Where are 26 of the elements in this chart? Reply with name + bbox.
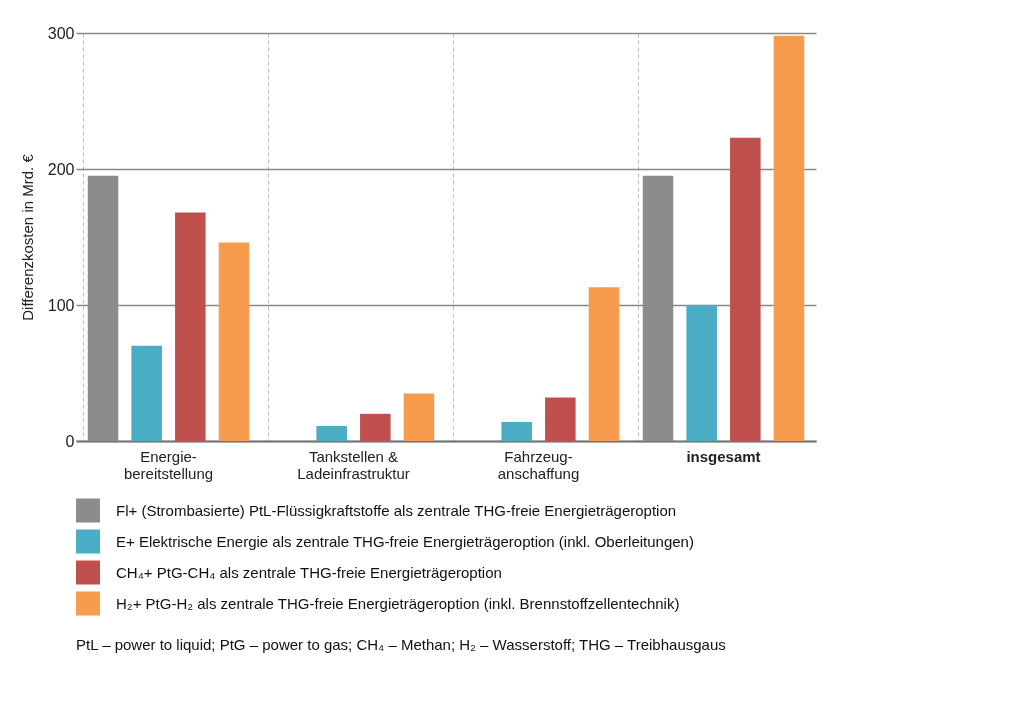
text: PtL – power to liquid; PtG – power to gas; CH₄ – Methan; H₂ – Wasserstoff; THG – Treibhausgaus: [76, 636, 726, 653]
y-tick-label: 300: [47, 24, 75, 42]
x-tick-label: insgesamt: [686, 447, 761, 465]
bar: [175, 212, 206, 441]
legend-label: E+ Elektrische Energie als zentrale THG-freie Energieträgeroption (inkl. Oberleitungen): [116, 532, 694, 550]
bar: [131, 345, 162, 441]
bar: [360, 413, 391, 441]
y-tick-label: 100: [47, 296, 75, 314]
bar: [588, 287, 620, 441]
legend-label: CH₄+ PtG-CH₄ als zentrale THG-freie Energieträgeroption: [116, 563, 502, 581]
legend-label: H₂+ PtG-H₂ als zentrale THG-freie Energieträgeroption (inkl. Brennstoffzellentechnik): [116, 594, 680, 612]
bar: [730, 137, 761, 441]
bar: [773, 35, 805, 441]
y-axis-title: Differenzkosten in Mrd. €: [18, 153, 36, 321]
bar: [218, 242, 250, 441]
legend-label: Fl+ (Strombasierte) PtL-Flüssigkraftstoffe als zentrale THG-freie Energieträgeroption: [116, 501, 677, 519]
x-tick-label: Tankstellen & Ladeinfrastruktur: [297, 447, 410, 482]
bar: [501, 421, 532, 441]
y-tick-label: 200: [47, 160, 75, 178]
bar: [403, 393, 435, 441]
x-tick-label: Fahrzeug- anschaffung: [497, 447, 580, 482]
bar: [545, 397, 576, 441]
x-tick-label: Energie- bereitstellung: [123, 447, 214, 482]
bar: [686, 305, 717, 441]
bar: [316, 426, 347, 441]
y-tick-label: 0: [65, 432, 75, 450]
